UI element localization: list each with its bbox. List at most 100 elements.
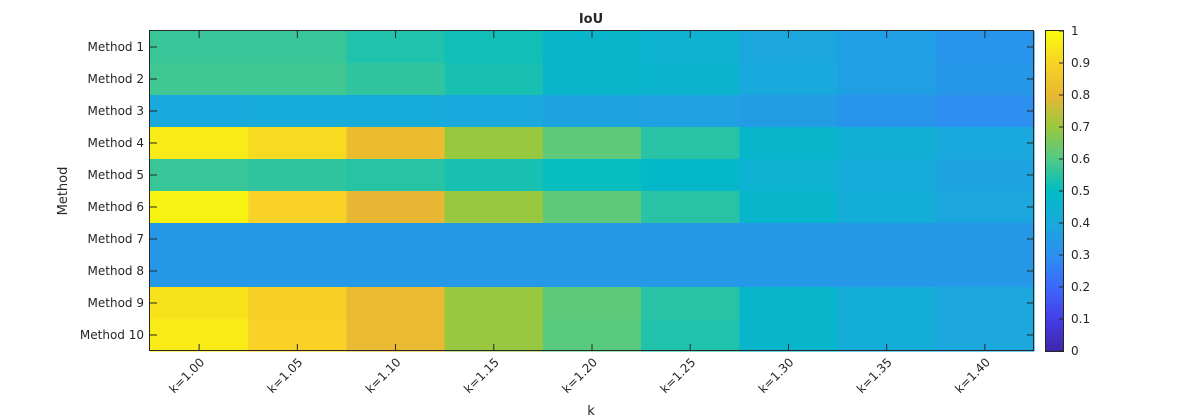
heatmap-cell	[150, 223, 249, 256]
heatmap-cell	[542, 287, 642, 320]
colorbar-band	[1046, 271, 1063, 275]
colorbar-band	[1046, 73, 1063, 77]
heatmap-cell	[444, 63, 544, 96]
colorbar-band	[1046, 296, 1063, 300]
y-tick-label: Method 8	[88, 264, 144, 278]
colorbar-band	[1046, 131, 1063, 135]
colorbar-band	[1046, 93, 1063, 97]
colorbar-band	[1046, 233, 1063, 237]
heatmap-cell	[739, 63, 839, 96]
heatmap-cell	[444, 287, 544, 320]
colorbar-frame	[1045, 30, 1064, 352]
colorbar-band	[1046, 46, 1063, 50]
colorbar-band	[1046, 243, 1063, 247]
colorbar-band	[1046, 236, 1063, 240]
colorbar-tick-label: 0.2	[1071, 280, 1090, 294]
colorbar-band	[1046, 248, 1063, 252]
heatmap-cell	[248, 63, 348, 96]
x-axis-label: k	[587, 404, 595, 419]
colorbar-band	[1046, 216, 1063, 220]
y-axis-label: Method	[56, 167, 71, 216]
colorbar-band	[1046, 96, 1063, 100]
heatmap-cell	[837, 95, 937, 128]
colorbar-band	[1046, 113, 1063, 117]
colorbar-band	[1046, 246, 1063, 250]
y-tick-label: Method 5	[88, 168, 144, 182]
colorbar-band	[1046, 193, 1063, 197]
heatmap-cell	[150, 63, 249, 96]
heatmap-cell	[542, 95, 642, 128]
colorbar-band	[1046, 311, 1063, 315]
colorbar-band	[1046, 133, 1063, 137]
x-tick-label: k=1.15	[461, 355, 502, 396]
colorbar-band	[1046, 36, 1063, 40]
colorbar-band	[1046, 268, 1063, 272]
heatmap-cell	[935, 191, 1035, 224]
colorbar-band	[1046, 48, 1063, 52]
colorbar-band	[1046, 81, 1063, 85]
heatmap-cell	[641, 287, 740, 320]
colorbar-band	[1046, 218, 1063, 222]
colorbar-band	[1046, 321, 1063, 325]
colorbar-band	[1046, 276, 1063, 280]
colorbar-band	[1046, 188, 1063, 192]
colorbar-band	[1046, 101, 1063, 105]
colorbar-band	[1046, 306, 1063, 310]
plot-frame	[149, 30, 1034, 351]
colorbar-tick-label: 0	[1071, 344, 1079, 358]
y-tick-label: Method 6	[88, 200, 144, 214]
colorbar-tick-label: 0.4	[1071, 216, 1090, 230]
heatmap-cell	[739, 159, 839, 192]
heatmap-cell	[837, 127, 937, 160]
colorbar-band	[1046, 178, 1063, 182]
colorbar-band	[1046, 183, 1063, 187]
x-tick-label: k=1.05	[265, 355, 306, 396]
colorbar-band	[1046, 211, 1063, 215]
heatmap-cell	[150, 255, 249, 288]
heatmap-cell	[542, 191, 642, 224]
colorbar-band	[1046, 186, 1063, 190]
y-tick-label: Method 4	[88, 136, 144, 150]
heatmap-cell	[739, 127, 839, 160]
heatmap-cell	[150, 127, 249, 160]
colorbar-band	[1046, 196, 1063, 200]
heatmap-cell	[248, 127, 348, 160]
colorbar-band	[1046, 53, 1063, 57]
colorbar-band	[1046, 111, 1063, 115]
colorbar-band	[1046, 66, 1063, 70]
heatmap-cell	[150, 95, 249, 128]
colorbar-band	[1046, 226, 1063, 230]
heatmap-cell	[542, 127, 642, 160]
x-tick-label: k=1.35	[854, 355, 895, 396]
colorbar-band	[1046, 136, 1063, 140]
x-tick-label: k=1.30	[756, 355, 797, 396]
colorbar-band	[1046, 58, 1063, 62]
heatmap-cell	[739, 255, 839, 288]
heatmap-cell	[739, 95, 839, 128]
colorbar-band	[1046, 343, 1063, 347]
colorbar-band	[1046, 158, 1063, 162]
heatmap-cell	[444, 223, 544, 256]
colorbar-band	[1046, 31, 1063, 35]
colorbar-band	[1046, 103, 1063, 107]
heatmap-cell	[837, 255, 937, 288]
heatmap-cell	[248, 255, 348, 288]
heatmap-cell	[935, 255, 1035, 288]
heatmap-cell	[641, 127, 740, 160]
colorbar-band	[1046, 308, 1063, 312]
colorbar-tick-label: 1	[1071, 24, 1079, 38]
heatmap-cells	[150, 31, 1035, 352]
colorbar-band	[1046, 88, 1063, 92]
heatmap-cell	[248, 287, 348, 320]
colorbar-band	[1046, 138, 1063, 142]
colorbar-tick-label: 0.9	[1071, 56, 1090, 70]
colorbar-band	[1046, 173, 1063, 177]
y-axis-ticks: Method 1 Method 2 Method 3 Method 4 Method 5…	[80, 40, 1034, 342]
colorbar-band	[1046, 281, 1063, 285]
colorbar-band	[1046, 286, 1063, 290]
x-tick-label: k=1.20	[559, 355, 600, 396]
y-tick-label: Method 1	[88, 40, 144, 54]
colorbar-band	[1046, 203, 1063, 207]
y-tick-label: Method 7	[88, 232, 144, 246]
heatmap-cell	[641, 223, 740, 256]
